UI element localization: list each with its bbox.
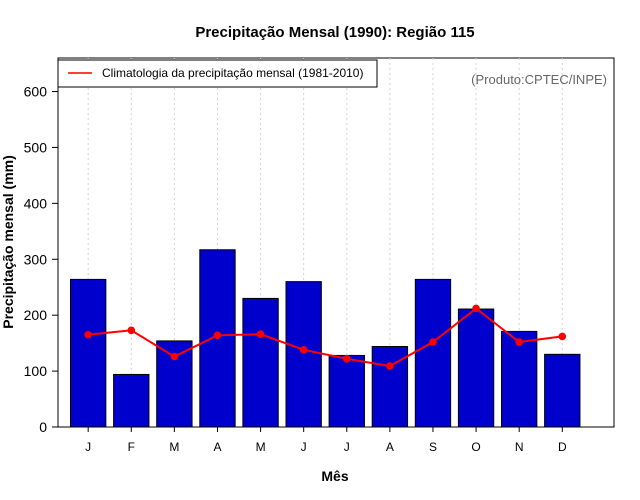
y-tick-label: 100 bbox=[24, 363, 48, 379]
chart-title: Precipitação Mensal (1990): Região 115 bbox=[195, 24, 474, 41]
bar bbox=[501, 330, 538, 428]
climatology-line bbox=[88, 307, 563, 368]
legend-entry-climatology: Climatologia da precipitação mensal (198… bbox=[102, 66, 363, 80]
climatology-point bbox=[472, 304, 480, 313]
x-tick-label: N bbox=[515, 440, 524, 454]
x-tick-label: S bbox=[429, 440, 437, 454]
climatology-point bbox=[386, 362, 394, 370]
grid-lines bbox=[87, 58, 563, 427]
x-tick-label: A bbox=[213, 440, 221, 454]
x-tick-label: J bbox=[301, 440, 307, 454]
x-tick-label: A bbox=[386, 440, 394, 454]
x-axis-label: Mês bbox=[321, 468, 348, 484]
x-tick-label: J bbox=[85, 440, 91, 454]
bar bbox=[242, 297, 279, 428]
y-axis-label: Precipitação mensal (mm) bbox=[0, 155, 16, 329]
climatology-point bbox=[127, 326, 136, 335]
y-tick-label: 300 bbox=[24, 251, 48, 267]
climatology-point bbox=[256, 330, 265, 338]
climatology-point bbox=[299, 346, 308, 354]
bar bbox=[69, 278, 107, 428]
x-tick-label: D bbox=[558, 440, 567, 454]
source-annotation: (Produto:CPTEC/INPE) bbox=[471, 72, 607, 87]
climatology-point bbox=[170, 352, 179, 361]
bar bbox=[457, 308, 495, 428]
bar bbox=[285, 281, 322, 428]
x-tick-label: F bbox=[128, 440, 135, 454]
x-tick-label: O bbox=[471, 440, 480, 454]
climatology-point bbox=[429, 338, 437, 346]
climatology-point bbox=[342, 354, 351, 363]
climatology-point bbox=[84, 330, 92, 339]
x-tick-label: J bbox=[344, 440, 350, 454]
y-tick-label: 500 bbox=[24, 139, 48, 155]
climatology-point bbox=[213, 331, 222, 340]
bar bbox=[414, 278, 452, 428]
climatology-point bbox=[558, 332, 567, 341]
x-tick-label: M bbox=[256, 440, 266, 454]
y-axis: 0 100 200 300 400 500 600 bbox=[24, 84, 58, 435]
y-tick-label: 600 bbox=[24, 84, 48, 100]
y-tick-label: 0 bbox=[39, 419, 47, 435]
y-tick-label: 200 bbox=[24, 307, 48, 323]
bar-series bbox=[69, 249, 581, 428]
legend: Climatologia da precipitação mensal (198… bbox=[57, 59, 378, 88]
climatology-point bbox=[515, 338, 523, 346]
legend-box bbox=[57, 59, 378, 88]
bar bbox=[328, 354, 365, 428]
x-tick-label: M bbox=[169, 440, 179, 454]
y-tick-label: 400 bbox=[24, 195, 48, 211]
bar bbox=[113, 373, 150, 428]
climatology-line-series bbox=[84, 304, 567, 370]
bar bbox=[544, 353, 581, 428]
